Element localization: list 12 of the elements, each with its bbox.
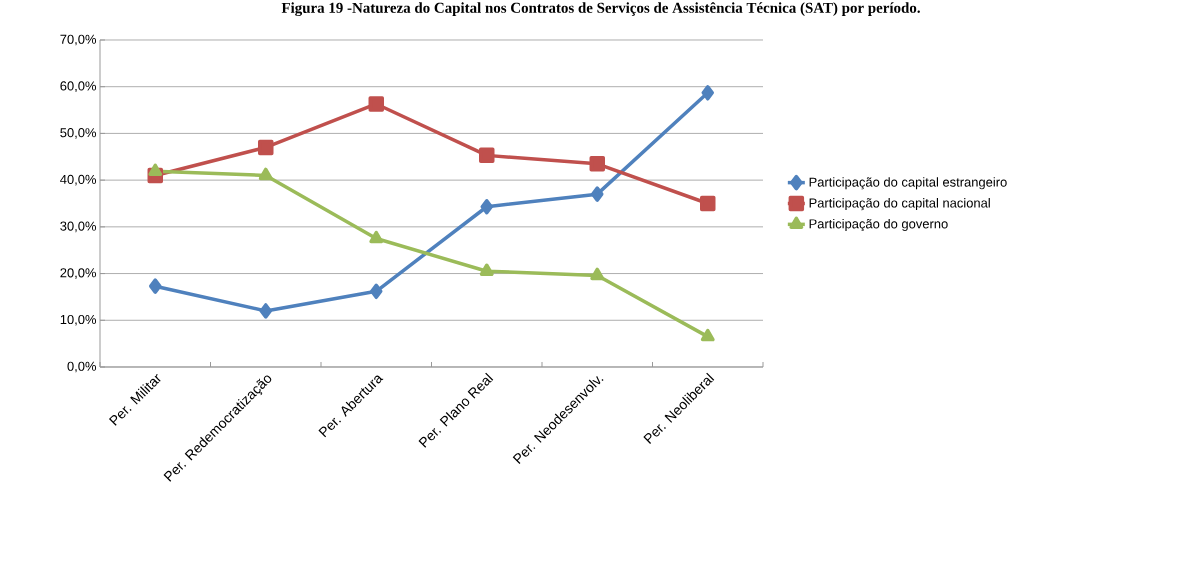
legend-label: Participação do capital nacional (809, 198, 990, 211)
y-tick-label: 20,0% (60, 268, 97, 279)
chart-title: Figura 19 -Natureza do Capital nos Contratos de Serviços de Assistência Técnica (SAT) por período. (281, 2, 920, 17)
y-tick-label: 60,0% (60, 81, 97, 93)
y-tick-label: 30,0% (60, 221, 97, 233)
legend-label: Participação do capital estrangeiro (809, 177, 1007, 190)
y-tick-label: 50,0% (60, 128, 97, 139)
legend-label: Participação do governo (809, 218, 948, 232)
y-tick-label: 10,0% (60, 314, 97, 326)
y-tick-label: 0,0% (67, 361, 97, 373)
y-tick-label: 70,0% (60, 34, 97, 46)
y-tick-label: 40,0% (60, 174, 97, 186)
